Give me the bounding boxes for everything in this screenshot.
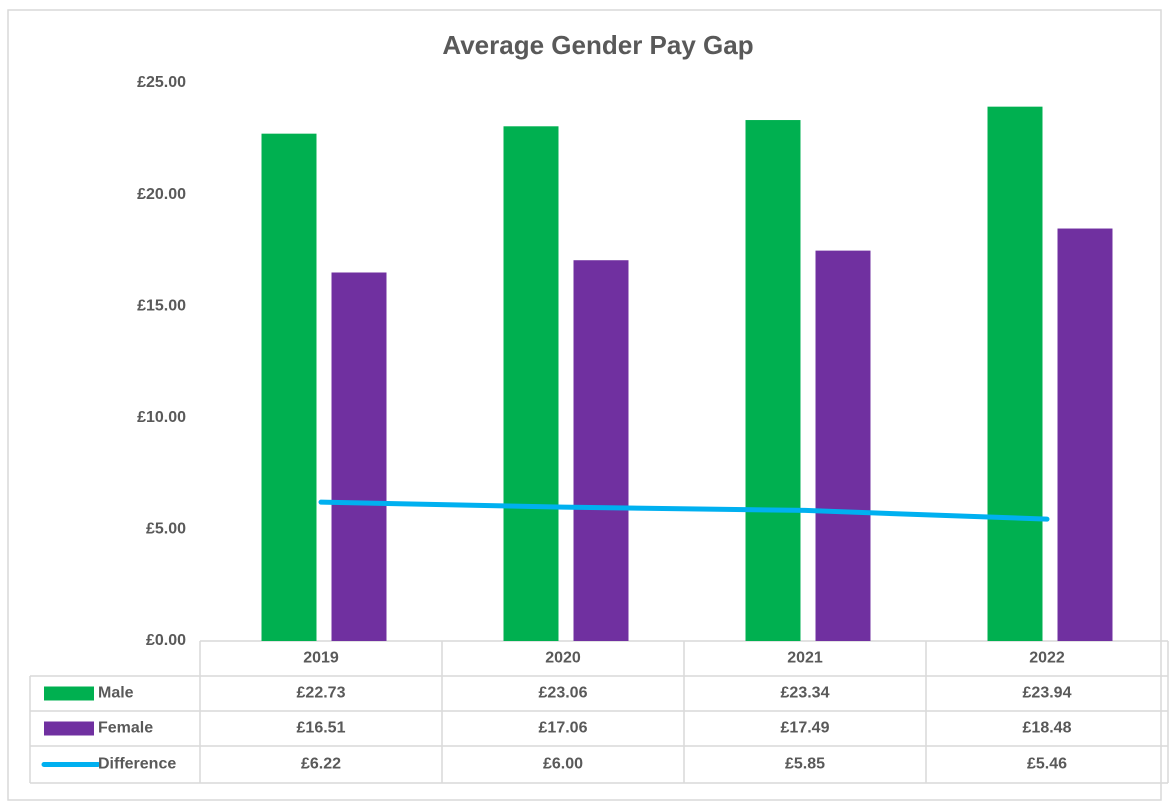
table-cell: £5.46 [1027,756,1067,773]
table-cell: £6.22 [301,756,341,773]
x-tick-label: 2021 [787,650,823,667]
table-cell: £5.85 [785,756,825,773]
line-series [318,499,1050,522]
legend-label: Female [98,720,153,737]
legend-label: Male [98,685,134,702]
bar [987,106,1043,642]
chart-title: Average Gender Pay Gap [442,30,753,60]
bar [815,250,871,641]
bar [745,120,801,641]
legend-key [44,686,94,701]
y-tick-label: £5.00 [146,521,186,538]
table-cell: £16.51 [297,720,346,737]
bar [331,272,387,641]
table-cell: £22.73 [297,685,346,702]
bar [261,133,317,642]
legend-label: Difference [98,756,176,773]
table-cell: £17.06 [539,720,588,737]
x-tick-label: 2020 [545,650,581,667]
y-tick-label: £10.00 [137,409,186,426]
legend-key [44,721,94,736]
x-tick-label: 2019 [303,650,339,667]
bar [573,260,629,641]
table-cell: £23.94 [1023,685,1072,702]
table-cell: £17.49 [781,720,830,737]
table-cell: £6.00 [543,756,583,773]
table-cell: £18.48 [1023,720,1072,737]
x-tick-label: 2022 [1029,650,1065,667]
y-tick-label: £15.00 [137,297,186,314]
table-cell: £23.34 [781,685,830,702]
table-cell: £23.06 [539,685,588,702]
bar [503,126,559,642]
y-tick-label: £0.00 [146,632,186,649]
y-tick-label: £20.00 [137,186,186,203]
bar [1057,228,1113,641]
y-tick-label: £25.00 [137,74,186,91]
